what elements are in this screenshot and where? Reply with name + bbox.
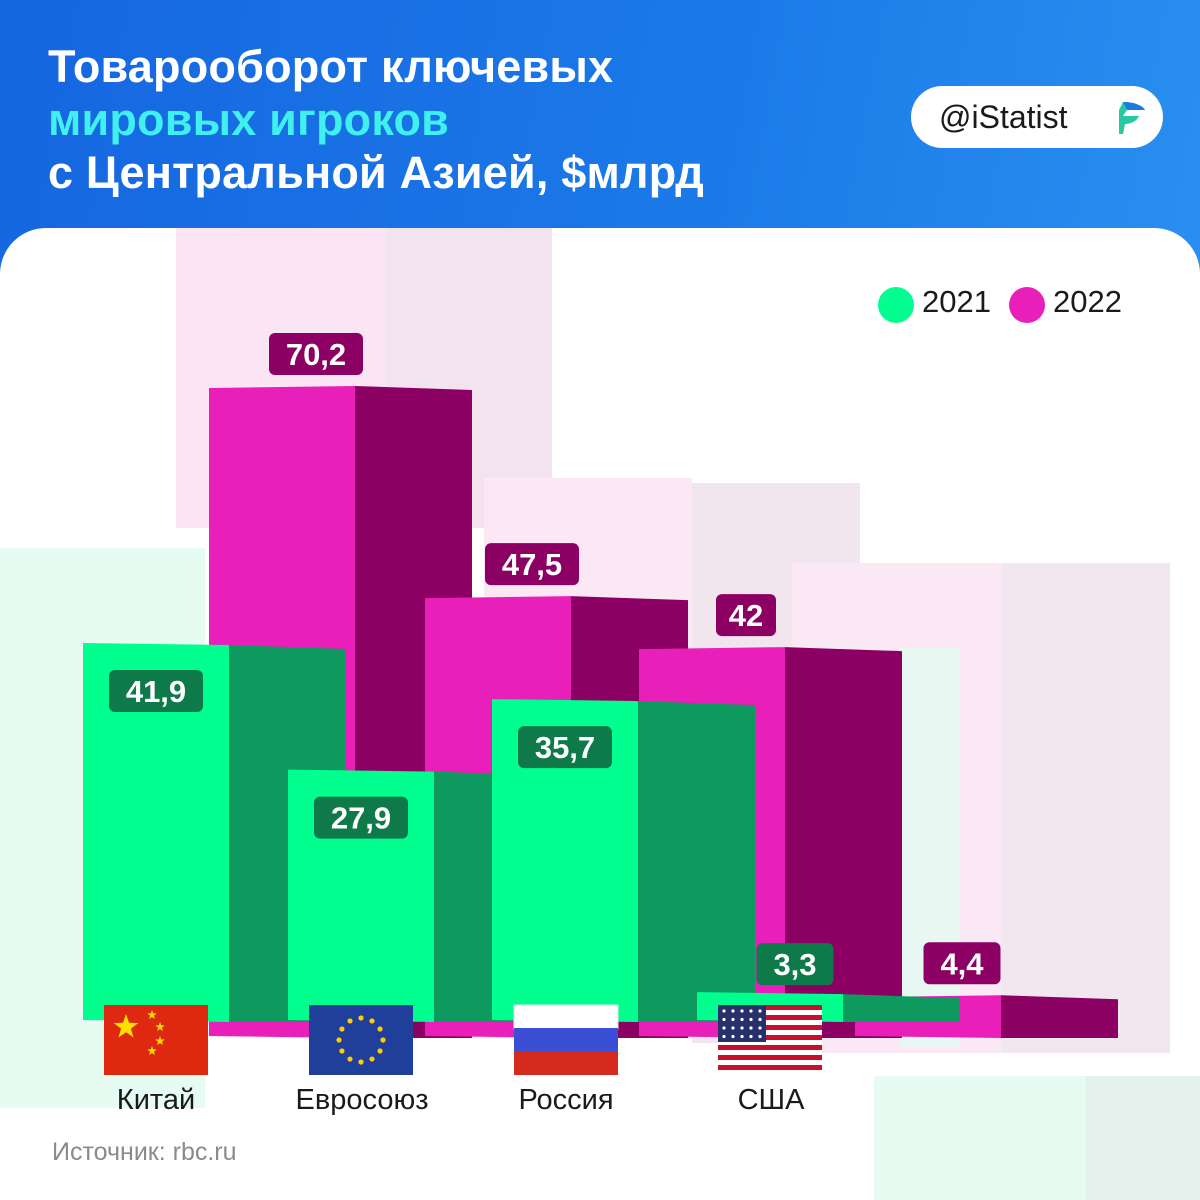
bar-chart: 70,2 41,9 47,5 27,9 42 35,7 4,4 3,3 — [0, 228, 1200, 1200]
data-label-2022-3-box — [923, 942, 1001, 985]
china-flag-icon — [104, 1005, 208, 1075]
data-label-2022-2-box — [716, 594, 776, 637]
legend-dot-2021 — [878, 287, 914, 323]
russia-flag-icon — [513, 1004, 619, 1075]
data-label-2022-3-text: 4,4 — [940, 946, 984, 981]
background-block-8 — [1086, 1076, 1200, 1200]
flags-layer — [104, 1004, 822, 1075]
data-label-2021-0-box — [109, 670, 203, 712]
bars — [83, 386, 1118, 1038]
data-labels: 70,2 41,9 47,5 27,9 42 35,7 4,4 3,3 — [109, 333, 1001, 986]
background-block-9 — [900, 648, 960, 1048]
category-label-russia: Россия — [518, 1084, 614, 1116]
data-label-2022-1: 47,5 — [485, 543, 579, 586]
source-note: Источник: rbc.ru — [52, 1138, 237, 1166]
chart-panel: 70,2 41,9 47,5 27,9 42 35,7 4,4 3,3 2021 2022 К… — [0, 228, 1200, 1200]
data-label-2022-0: 70,2 — [269, 333, 363, 375]
data-label-2021-3: 3,3 — [756, 943, 834, 986]
data-label-2021-1: 27,9 — [314, 796, 408, 839]
data-label-2022-2-text: 42 — [729, 598, 763, 633]
data-label-2021-1-box — [314, 796, 408, 839]
data-label-2021-2: 35,7 — [518, 726, 612, 769]
category-label-usa: США — [737, 1084, 805, 1116]
istatist-logo-icon — [1119, 102, 1145, 134]
bar-2021-2-side — [638, 701, 755, 1022]
brand-handle: @iStatist — [939, 99, 1068, 135]
background-block-7 — [874, 1076, 1086, 1200]
bar-2021-0-front — [83, 643, 229, 1022]
data-label-2021-0-text: 41,9 — [126, 674, 186, 709]
data-label-2022-0-box — [269, 333, 363, 375]
bar-2022-3-side — [1001, 995, 1118, 1038]
data-label-2022-1-text: 47,5 — [502, 547, 562, 582]
background-block-6 — [1002, 563, 1170, 1053]
bar-2022-2-side — [785, 647, 902, 1038]
bar-2021-2-front — [492, 699, 638, 1022]
category-label-eu: Евросоюз — [295, 1084, 429, 1116]
category-label-china: Китай — [116, 1084, 196, 1116]
data-label-2022-0-text: 70,2 — [286, 337, 346, 372]
data-label-2021-1-text: 27,9 — [331, 801, 391, 836]
data-label-2022-1-box — [485, 543, 579, 586]
page-title: Товарооборот ключевых мировых игроков с … — [48, 40, 704, 199]
title-line-1: Товарооборот ключевых — [48, 41, 614, 92]
brand-badge[interactable]: @iStatist — [911, 86, 1163, 148]
data-label-2022-2: 42 — [716, 594, 776, 637]
legend-dot-2022 — [1009, 287, 1045, 323]
data-label-2021-2-text: 35,7 — [535, 730, 595, 765]
bar-2021-2 — [492, 699, 755, 1022]
data-label-2022-3: 4,4 — [923, 942, 1001, 985]
eu-flag-icon — [309, 1005, 413, 1075]
title-line-3: с Центральной Азией, $млрд — [48, 147, 705, 198]
data-label-2021-2-box — [518, 726, 612, 769]
title-line-2: мировых игроков — [48, 94, 450, 145]
data-label-2021-3-box — [756, 943, 834, 986]
usa-flag-icon — [718, 1005, 822, 1075]
bar-2021-3-side — [843, 994, 960, 1022]
legend-label-2021: 2021 — [922, 284, 991, 319]
legend-label-2022: 2022 — [1053, 284, 1122, 319]
data-label-2021-3-text: 3,3 — [773, 947, 816, 982]
data-label-2021-0: 41,9 — [109, 670, 203, 712]
